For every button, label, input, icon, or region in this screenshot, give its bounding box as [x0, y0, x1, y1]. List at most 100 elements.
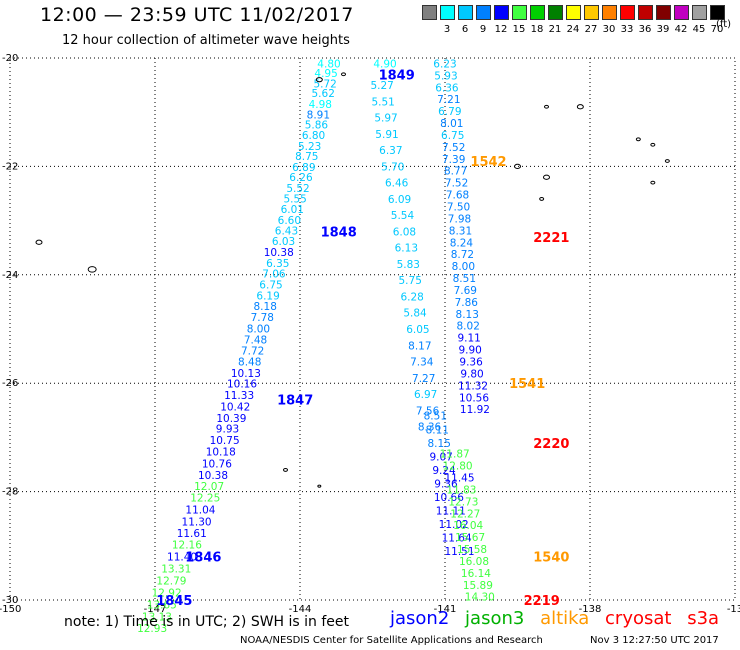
wave-height-point: 8.77: [444, 166, 467, 178]
wave-height-point: 5.54: [391, 210, 415, 222]
wave-height-point: 8.48: [238, 357, 261, 369]
wave-height-point: 5.91: [375, 129, 398, 141]
legend-swatch: [692, 5, 707, 20]
island-outline: [514, 163, 521, 169]
island-outline: [544, 104, 549, 109]
pass-time-label: 2221: [533, 231, 569, 246]
wave-height-point: 7.34: [410, 357, 434, 369]
pass-time-label: 1845: [156, 594, 192, 609]
x-tick-label: -147: [144, 604, 167, 615]
legend-label: 45: [692, 24, 706, 35]
wave-height-point: 5.62: [312, 88, 335, 100]
wave-height-point: 8.91: [307, 109, 330, 121]
wave-height-point: 12.07: [194, 481, 224, 493]
wave-height-point: 12.25: [190, 493, 220, 505]
wave-height-point: 5.97: [374, 113, 397, 125]
wave-height-point: 11.32: [458, 380, 488, 392]
wave-height-point: 6.97: [414, 389, 437, 401]
satellite-cryosat: cryosat: [605, 608, 672, 629]
wave-height-point: 11.64: [442, 533, 472, 545]
wave-height-point: 10.38: [198, 470, 228, 482]
wave-height-point: 6.26: [289, 172, 313, 184]
wave-height-point: 15.67: [455, 532, 485, 544]
wave-height-point: 11.45: [444, 473, 474, 485]
wave-height-point: 7.21: [437, 94, 460, 106]
satellite-jason3: jason3: [465, 608, 525, 629]
wave-height-point: 10.39: [216, 413, 246, 425]
wave-height-point: 5.51: [371, 96, 394, 108]
wave-height-point: 8.01: [440, 118, 463, 130]
pass-time-label: 1847: [277, 393, 313, 408]
wave-height-point: 4.80: [317, 58, 340, 70]
wave-height-point: 8.72: [451, 249, 474, 261]
page-title: 12:00 — 23:59 UTC 11/02/2017: [40, 4, 354, 26]
wave-height-point: 9.93: [216, 424, 239, 436]
wave-height-point: 9.90: [458, 345, 481, 357]
wave-height-point: 6.05: [406, 324, 429, 336]
wave-height-point: 6.08: [393, 226, 416, 238]
legend-swatch: [530, 5, 545, 20]
wave-height-point: 7.56: [416, 405, 440, 417]
wave-height-point: 9.11: [457, 333, 480, 345]
wave-height-point: 6.37: [379, 145, 402, 157]
y-tick-label: -30: [2, 595, 18, 606]
legend-label: 21: [548, 24, 562, 35]
pass-time-label: 1540: [533, 551, 569, 566]
legend-label: 39: [656, 24, 670, 35]
pass-time-label: 1542: [470, 155, 506, 170]
wave-height-point: 5.75: [399, 275, 422, 287]
wave-height-point: 7.50: [447, 202, 470, 214]
wave-height-point: 6.43: [275, 225, 298, 237]
legend-swatch: [458, 5, 473, 20]
legend-swatch: [566, 5, 581, 20]
x-tick-label: -13: [727, 604, 740, 615]
wave-height-point: 11.11: [436, 506, 466, 518]
island-outline: [664, 159, 670, 163]
wave-height-point: 10.56: [459, 392, 489, 404]
wave-height-point: 4.98: [309, 99, 332, 111]
wave-height-point: 10.16: [227, 379, 257, 391]
wave-height-point: 8.18: [254, 301, 277, 313]
island-outline: [341, 72, 346, 77]
legend-label: 30: [602, 24, 616, 35]
wave-height-point: 7.68: [446, 190, 469, 202]
legend-swatch: [440, 5, 455, 20]
wave-height-point: 6.01: [281, 204, 304, 216]
wave-height-point: 5.27: [370, 80, 393, 92]
legend-swatch: [620, 5, 635, 20]
wave-height-point: 11.87: [440, 449, 470, 461]
legend-label: 36: [638, 24, 652, 35]
island-outline: [35, 239, 43, 245]
wave-height-point: 7.48: [244, 334, 267, 346]
legend-label: 3: [443, 24, 451, 35]
y-tick-label: -22: [2, 161, 18, 172]
wave-height-point: 6.36: [435, 82, 459, 94]
wave-height-point: 8.24: [450, 237, 474, 249]
wave-height-point: 8.31: [449, 225, 472, 237]
wave-height-point: 9.36: [434, 478, 458, 490]
wave-height-point: 8.11: [426, 424, 449, 436]
wave-height-point: 5.55: [283, 193, 306, 205]
wave-height-point: 8.36: [418, 422, 442, 434]
island-outline: [87, 266, 97, 273]
legend-swatch: [476, 5, 491, 20]
legend-swatch: [584, 5, 599, 20]
wave-height-point: 7.06: [262, 269, 286, 281]
wave-height-point: 8.00: [452, 261, 475, 273]
wave-height-point: 16.14: [461, 568, 491, 580]
wave-height-point: 6.75: [259, 280, 282, 292]
wave-height-point: 8.51: [453, 273, 476, 285]
wave-height-point: 6.75: [441, 130, 464, 142]
wave-height-point: 11.02: [439, 519, 469, 531]
wave-height-point: 10.38: [264, 247, 294, 259]
wave-height-point: 12.27: [450, 508, 480, 520]
satellite-altika: altika: [540, 608, 590, 629]
wave-height-point: 5.93: [434, 70, 457, 82]
pass-time-label: 2220: [533, 437, 569, 452]
satellite-s3a: s3a: [687, 608, 720, 629]
legend-label: 33: [620, 24, 634, 35]
wave-height-point: 5.83: [397, 259, 420, 271]
wave-height-point: 11.40: [167, 552, 197, 564]
legend-swatch: [494, 5, 509, 20]
wave-height-point: 6.19: [256, 290, 279, 302]
